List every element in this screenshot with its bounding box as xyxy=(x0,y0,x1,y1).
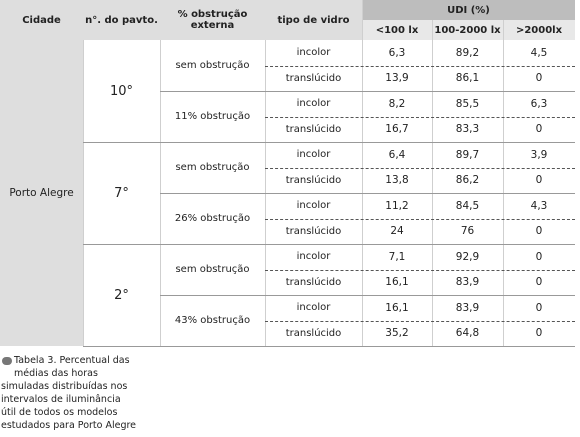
glass-type: incolor xyxy=(296,149,331,161)
row-rule xyxy=(265,269,575,271)
row-rule xyxy=(265,116,575,118)
header-glass: tipo de vidro xyxy=(277,14,350,26)
header-range: <100 lx xyxy=(375,24,419,36)
header-band xyxy=(83,0,362,40)
udi-value: 83,9 xyxy=(455,276,480,289)
udi-value: 86,1 xyxy=(455,72,480,85)
city-column xyxy=(0,0,83,346)
udi-value: 6,4 xyxy=(388,148,406,161)
glass-type: translúcido xyxy=(285,174,342,186)
udi-value: 0 xyxy=(535,276,543,289)
caption-line: útil de todos os modelos xyxy=(1,407,118,418)
obstruction: sem obstrução xyxy=(175,264,250,275)
row-rule xyxy=(265,218,575,220)
udi-value: 16,7 xyxy=(385,123,409,136)
row-rule xyxy=(83,244,575,245)
header-range: >2000lx xyxy=(515,24,563,36)
udi-value: 0 xyxy=(535,123,543,136)
header-range: 100-2000 lx xyxy=(434,24,501,36)
row-rule xyxy=(83,142,575,143)
glass-type: incolor xyxy=(296,98,331,110)
row-rule xyxy=(265,167,575,169)
udi-value: 0 xyxy=(535,225,543,238)
floor: 2° xyxy=(114,287,129,303)
glass-type: translúcido xyxy=(285,72,342,84)
udi-value: 6,3 xyxy=(388,46,406,59)
column-rule xyxy=(432,20,433,346)
obstruction: 11% obstrução xyxy=(174,111,251,122)
udi-value: 4,5 xyxy=(530,46,548,59)
caption-line: intervalos de iluminância xyxy=(1,394,121,405)
udi-value: 16,1 xyxy=(385,276,409,289)
floor: 7° xyxy=(114,185,129,201)
column-rule xyxy=(503,20,504,346)
udi-value: 84,5 xyxy=(455,199,480,212)
udi-value: 0 xyxy=(535,72,543,85)
glass-type: translúcido xyxy=(285,123,342,135)
column-rule xyxy=(362,0,363,346)
udi-value: 64,8 xyxy=(455,327,480,340)
udi-value: 13,8 xyxy=(385,174,409,187)
glass-type: incolor xyxy=(296,47,331,59)
caption-line: estudados para Porto Alegre xyxy=(1,420,137,431)
caption-line: simuladas distribuídas nos xyxy=(1,381,128,392)
glass-type: incolor xyxy=(296,200,331,212)
glass-type: incolor xyxy=(296,251,331,263)
udi-value: 0 xyxy=(535,301,543,314)
udi-value: 85,5 xyxy=(455,97,480,110)
udi-value: 0 xyxy=(535,250,543,263)
udi-value: 16,1 xyxy=(385,301,409,314)
udi-value: 35,2 xyxy=(385,327,409,340)
udi-value: 83,9 xyxy=(455,301,480,314)
city: Porto Alegre xyxy=(9,187,74,199)
udi-value: 89,2 xyxy=(455,46,480,59)
glass-type: incolor xyxy=(296,302,331,314)
obstruction: sem obstrução xyxy=(175,162,250,173)
udi-value: 6,3 xyxy=(530,97,548,110)
udi-value: 24 xyxy=(390,225,404,238)
header-city: Cidade xyxy=(22,14,61,26)
udi-value: 0 xyxy=(535,174,543,187)
glass-type: translúcido xyxy=(285,327,342,339)
udi-value: 11,2 xyxy=(385,199,409,212)
row-rule xyxy=(265,65,575,67)
header-obstruction: % obstrução externa xyxy=(177,9,248,31)
range-band xyxy=(362,20,575,40)
udi-value: 8,2 xyxy=(388,97,406,110)
udi-value: 89,7 xyxy=(455,148,480,161)
udi-value: 3,9 xyxy=(530,148,548,161)
udi-value: 86,2 xyxy=(455,174,480,187)
column-rule xyxy=(83,40,84,346)
obstruction: sem obstrução xyxy=(175,60,250,71)
obstruction: 43% obstrução xyxy=(174,315,251,326)
row-rule xyxy=(265,320,575,322)
row-rule xyxy=(160,91,575,92)
udi-value: 4,3 xyxy=(530,199,548,212)
glass-type: translúcido xyxy=(285,225,342,237)
row-rule xyxy=(160,295,575,296)
udi-value: 7,1 xyxy=(388,250,406,263)
udi-value: 92,9 xyxy=(455,250,480,263)
header-floor: n°. do pavto. xyxy=(85,14,158,26)
caption-line: médias das horas xyxy=(14,368,98,379)
udi-value: 83,3 xyxy=(455,123,480,136)
row-rule xyxy=(83,346,575,347)
row-rule xyxy=(160,193,575,194)
caption-icon xyxy=(2,357,12,365)
udi-header: UDI (%) xyxy=(362,0,575,20)
caption-line: Tabela 3. Percentual das xyxy=(14,355,130,366)
obstruction: 26% obstrução xyxy=(174,213,251,224)
udi-value: 76 xyxy=(460,225,475,238)
glass-type: translúcido xyxy=(285,276,342,288)
udi-value: 13,9 xyxy=(385,72,409,85)
udi-value: 0 xyxy=(535,327,543,340)
floor: 10° xyxy=(109,83,134,99)
